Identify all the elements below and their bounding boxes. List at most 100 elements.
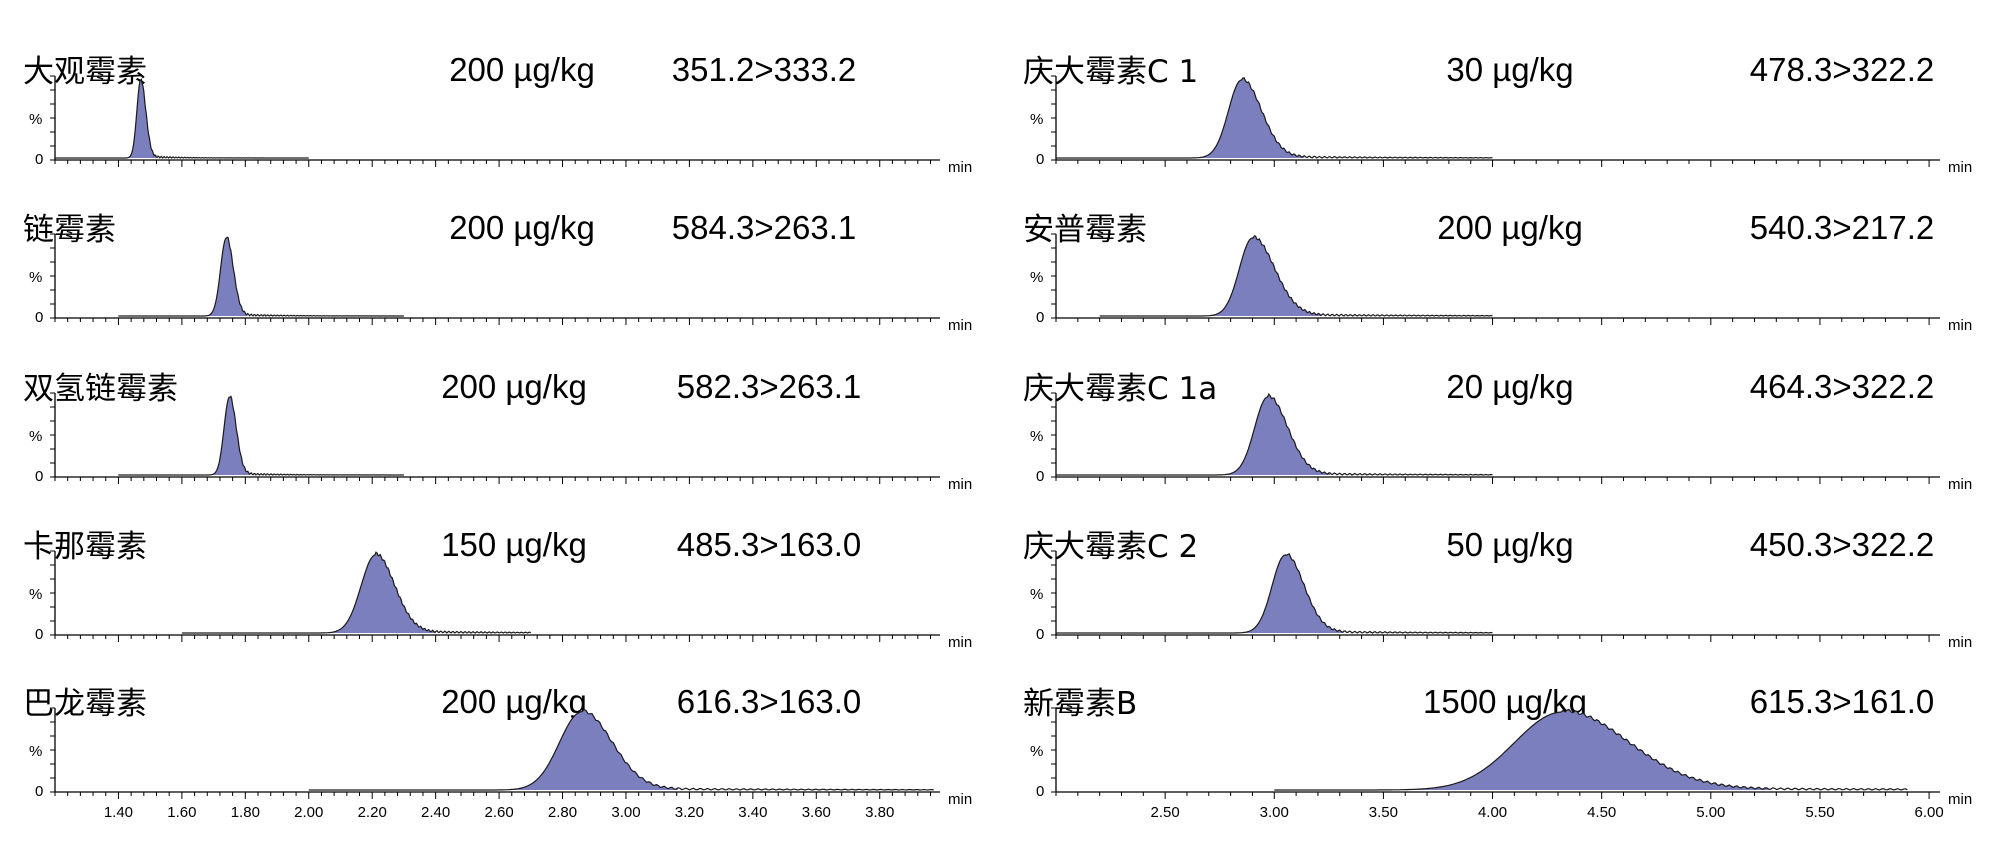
x-axis-label: min bbox=[948, 476, 972, 493]
chromatogram-trace bbox=[1274, 708, 1908, 791]
y-axis-zero-label: 0 bbox=[1036, 151, 1044, 168]
chromatogram-panel: 卡那霉素 150 µg/kg 485.3>163.0% 0 min bbox=[23, 526, 972, 651]
mrm-transition-label: 584.3>263.1 bbox=[672, 209, 856, 246]
x-axis-label: min bbox=[948, 791, 972, 808]
x-axis-label: min bbox=[1948, 634, 1972, 651]
concentration-label: 200 µg/kg bbox=[1437, 209, 1583, 246]
compound-name: 卡那霉素 bbox=[23, 529, 147, 565]
chromatogram-panel: 双氢链霉素 200 µg/kg 582.3>263.1% 0 min bbox=[23, 368, 972, 493]
mrm-transition-label: 582.3>263.1 bbox=[677, 368, 861, 405]
x-tick-label: 3.50 bbox=[1369, 804, 1398, 821]
x-tick-label: 5.00 bbox=[1696, 804, 1725, 821]
x-tick-label: 1.60 bbox=[167, 804, 196, 821]
chromatogram-trace bbox=[118, 236, 404, 317]
chromatogram-trace bbox=[181, 551, 532, 634]
y-axis-label: % bbox=[29, 269, 42, 286]
x-tick-label: 3.00 bbox=[1260, 804, 1289, 821]
y-axis-zero-label: 0 bbox=[1036, 783, 1044, 800]
compound-name: 大观霉素 bbox=[23, 54, 147, 90]
x-tick-label: 2.50 bbox=[1151, 804, 1180, 821]
y-axis-zero-label: 0 bbox=[35, 151, 43, 168]
x-tick-label: 6.00 bbox=[1914, 804, 1943, 821]
peak-area bbox=[1226, 394, 1331, 475]
x-tick-label: 2.40 bbox=[421, 804, 450, 821]
chromatogram-trace bbox=[118, 395, 404, 476]
x-axis-label: min bbox=[948, 634, 972, 651]
y-axis-zero-label: 0 bbox=[35, 309, 43, 326]
x-tick-label: 2.60 bbox=[484, 804, 513, 821]
chromatogram-column-1: 大观霉素 200 µg/kg 351.2>333.2% 0 min 链霉素 200 µg/k… bbox=[23, 51, 972, 821]
compound-name: 庆大霉素C 1a bbox=[1023, 371, 1217, 407]
x-tick-label: 3.20 bbox=[675, 804, 704, 821]
mrm-transition-label: 485.3>163.0 bbox=[677, 526, 861, 563]
mrm-transition-label: 616.3>163.0 bbox=[677, 683, 861, 720]
y-axis-zero-label: 0 bbox=[35, 468, 43, 485]
peak-area bbox=[1200, 77, 1305, 158]
chromatogram-panel: 庆大霉素C 1 30 µg/kg 478.3>322.2% 0 min bbox=[1023, 51, 1972, 176]
x-tick-label: 2.00 bbox=[294, 804, 323, 821]
y-axis-label: % bbox=[29, 428, 42, 445]
mrm-transition-label: 351.2>333.2 bbox=[672, 51, 856, 88]
x-tick-label: 1.80 bbox=[231, 804, 260, 821]
concentration-label: 200 µg/kg bbox=[449, 209, 595, 246]
concentration-label: 200 µg/kg bbox=[449, 51, 595, 88]
y-axis-label: % bbox=[1030, 111, 1043, 128]
concentration-label: 30 µg/kg bbox=[1446, 51, 1573, 88]
mrm-transition-label: 540.3>217.2 bbox=[1750, 209, 1934, 246]
chromatogram-panel: 链霉素 200 µg/kg 584.3>263.1% 0 min bbox=[23, 209, 972, 334]
x-axis-label: min bbox=[948, 159, 972, 176]
x-axis-label: min bbox=[1948, 317, 1972, 334]
peak-area bbox=[213, 396, 251, 475]
chromatogram-panel: 庆大霉素C 2 50 µg/kg 450.3>322.2% 0 min bbox=[1023, 526, 1972, 651]
x-tick-label: 2.80 bbox=[548, 804, 577, 821]
x-tick-label: 3.40 bbox=[738, 804, 767, 821]
mrm-transition-label: 615.3>161.0 bbox=[1750, 683, 1934, 720]
x-tick-label: 3.60 bbox=[802, 804, 831, 821]
compound-name: 双氢链霉素 bbox=[23, 371, 178, 407]
y-axis-label: % bbox=[1030, 428, 1043, 445]
chromatogram-trace bbox=[308, 708, 934, 791]
chromatogram-trace bbox=[1056, 77, 1493, 159]
y-axis-label: % bbox=[29, 111, 42, 128]
compound-name: 链霉素 bbox=[23, 212, 116, 248]
x-axis-label: min bbox=[1948, 159, 1972, 176]
mrm-transition-label: 478.3>322.2 bbox=[1750, 51, 1934, 88]
x-axis-label: min bbox=[1948, 476, 1972, 493]
chromatogram-panel: 大观霉素 200 µg/kg 351.2>333.2% 0 min bbox=[23, 51, 972, 176]
x-tick-label: 1.40 bbox=[104, 804, 133, 821]
chromatogram-trace bbox=[55, 78, 309, 159]
chromatogram-panel: 新霉素B 1500 µg/kg 615.3>161.0%0 min bbox=[1023, 683, 1972, 808]
x-axis-label: min bbox=[1948, 791, 1972, 808]
chromatogram-trace bbox=[1056, 392, 1493, 476]
compound-name: 新霉素B bbox=[1023, 686, 1137, 722]
peak-area bbox=[330, 552, 436, 633]
peak-area bbox=[1244, 553, 1344, 633]
concentration-label: 150 µg/kg bbox=[441, 526, 587, 563]
y-axis-zero-label: 0 bbox=[35, 783, 43, 800]
x-axis-label: min bbox=[948, 317, 972, 334]
concentration-label: 200 µg/kg bbox=[441, 368, 587, 405]
chromatogram-panel: 巴龙霉素 200 µg/kg 616.3>163.0% 0 min bbox=[23, 683, 972, 808]
chromatogram-panel: 安普霉素 200 µg/kg 540.3>217.2% 0 min bbox=[1023, 209, 1972, 334]
peak-area bbox=[128, 79, 157, 158]
chromatogram-trace bbox=[1056, 553, 1493, 634]
mrm-transition-label: 464.3>322.2 bbox=[1750, 368, 1934, 405]
chromatogram-trace bbox=[1099, 235, 1493, 317]
x-tick-label: 2.20 bbox=[358, 804, 387, 821]
concentration-label: 20 µg/kg bbox=[1446, 368, 1573, 405]
compound-name: 庆大霉素C 1 bbox=[1023, 54, 1198, 90]
concentration-label: 50 µg/kg bbox=[1446, 526, 1573, 563]
peak-area bbox=[1211, 235, 1322, 316]
chromatogram-column-2: 庆大霉素C 1 30 µg/kg 478.3>322.2% 0 min 安普霉素 200 µ… bbox=[1023, 51, 1972, 821]
compound-name: 庆大霉素C 2 bbox=[1023, 529, 1198, 565]
y-axis-zero-label: 0 bbox=[35, 626, 43, 643]
concentration-label: 200 µg/kg bbox=[441, 683, 587, 720]
x-tick-label: 4.50 bbox=[1587, 804, 1616, 821]
y-axis-zero-label: 0 bbox=[1036, 626, 1044, 643]
x-tick-label: 3.80 bbox=[865, 804, 894, 821]
y-axis-label: % bbox=[29, 743, 42, 760]
y-axis-label: % bbox=[29, 586, 42, 603]
peak-area bbox=[208, 237, 248, 316]
compound-name: 巴龙霉素 bbox=[23, 686, 147, 722]
